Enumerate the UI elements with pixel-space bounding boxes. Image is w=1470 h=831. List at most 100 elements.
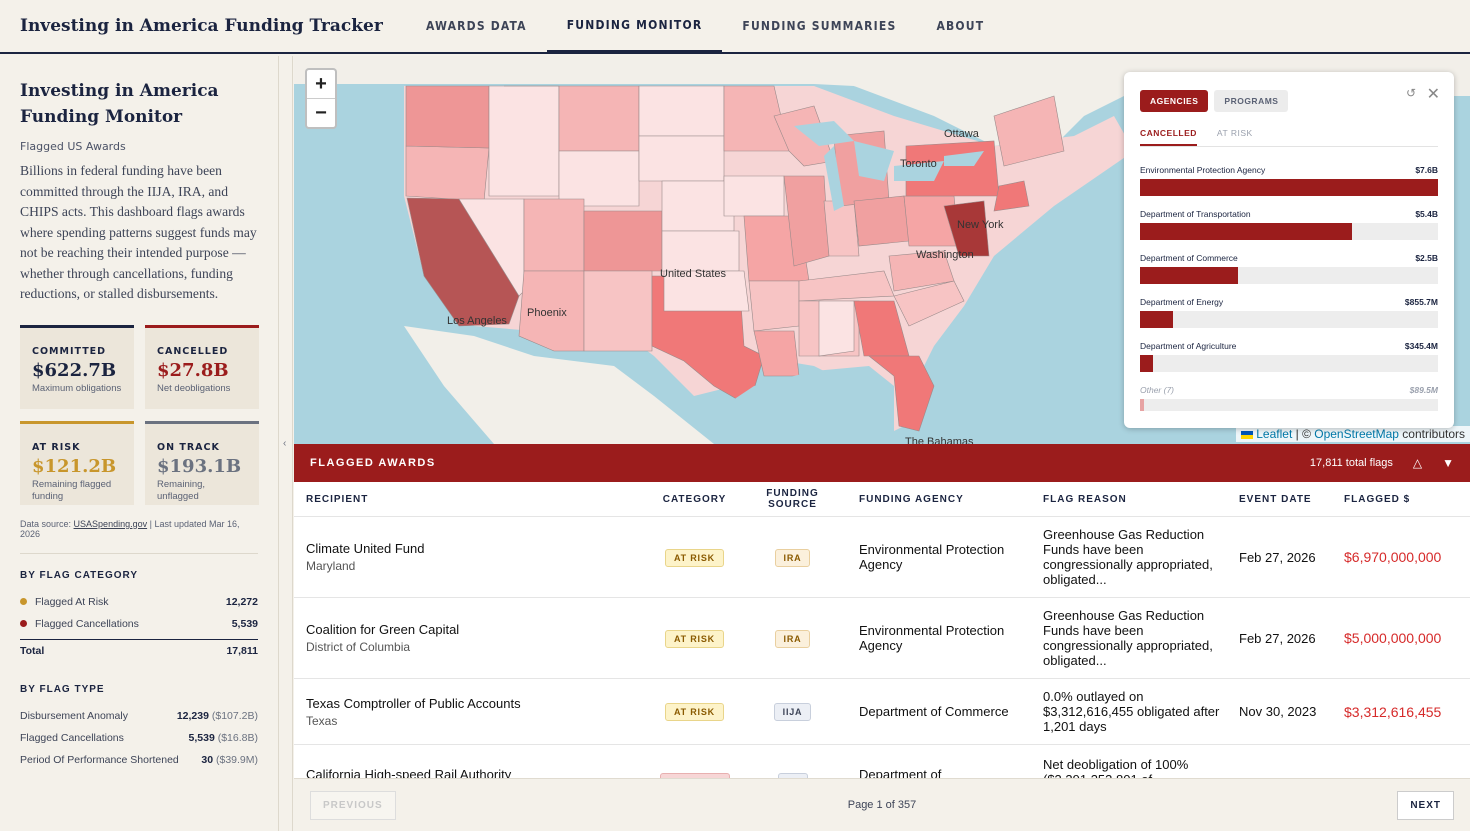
- state-shape: [638, 85, 725, 137]
- stat-label: AT RISK: [32, 441, 81, 453]
- great-lakes: [794, 121, 984, 211]
- flag-reason: 0.0% outlayed on $3,312,616,455 obligate…: [1043, 689, 1220, 734]
- recipient-state: Texas: [306, 713, 338, 728]
- source-link[interactable]: USASpending.gov: [73, 518, 148, 529]
- tab-agencies[interactable]: AGENCIES: [1140, 90, 1209, 112]
- agency-value: $5.4B: [1415, 209, 1438, 219]
- osm-link[interactable]: OpenStreetMap: [1314, 427, 1399, 441]
- col-flag-reason[interactable]: FLAG REASON: [1043, 493, 1127, 505]
- state-shape: [943, 200, 990, 257]
- sidebar-subtitle: Flagged US Awards: [20, 140, 126, 153]
- mexico-land: [404, 326, 714, 444]
- chevron-left-icon[interactable]: ‹: [283, 438, 287, 449]
- col-funding-source[interactable]: FUNDING SOURCE: [766, 488, 819, 510]
- subtab-cancelled[interactable]: CANCELLED: [1140, 122, 1197, 146]
- previous-button[interactable]: PREVIOUS: [310, 790, 396, 820]
- table-row[interactable]: Coalition for Green Capital District of C…: [294, 598, 1470, 679]
- sidebar: Investing in America Funding Monitor Fla…: [0, 56, 279, 831]
- funding-agency: Environmental Protection Agency: [859, 542, 1005, 572]
- stat-note: Maximum obligations: [32, 382, 122, 394]
- city-label: Los Angeles: [447, 315, 507, 327]
- nav-funding-summaries[interactable]: FUNDING SUMMARIES: [742, 19, 897, 33]
- bar-fill: [1140, 355, 1154, 372]
- collapse-down-icon[interactable]: ▼: [1442, 456, 1454, 470]
- main-nav: AWARDS DATA FUNDING MONITOR FUNDING SUMM…: [406, 0, 1004, 53]
- divider: [20, 552, 258, 554]
- col-recipient[interactable]: RECIPIENT: [306, 493, 369, 505]
- by-flag-category-heading: BY FLAG CATEGORY: [20, 569, 139, 581]
- col-funding-agency[interactable]: FUNDING AGENCY: [859, 493, 964, 505]
- bar-track: [1140, 179, 1438, 196]
- category-badge: AT RISK: [665, 548, 724, 567]
- stat-note: Remaining, unflagged: [157, 478, 206, 502]
- reset-icon[interactable]: ↺: [1405, 86, 1416, 100]
- agency-bar-row[interactable]: Department of Commerce $2.5B: [1140, 243, 1438, 287]
- next-button[interactable]: NEXT: [1397, 790, 1454, 820]
- bar-track: [1140, 267, 1438, 284]
- table-row[interactable]: Climate United Fund Maryland AT RISK IRA …: [294, 517, 1470, 598]
- agency-bar-row[interactable]: Environmental Protection Agency $7.6B: [1140, 155, 1438, 199]
- city-label: United States: [660, 268, 727, 280]
- category-total-row: Total 17,811: [20, 638, 258, 661]
- source-badge: [777, 773, 808, 778]
- state-shape: [823, 200, 860, 257]
- close-icon[interactable]: ✕: [1426, 86, 1440, 103]
- col-event-date[interactable]: EVENT DATE: [1239, 493, 1312, 505]
- state-shape: [405, 85, 490, 149]
- panel-tabs: AGENCIES PROGRAMS: [1140, 90, 1438, 112]
- state-shape: [518, 270, 585, 352]
- leaflet-link[interactable]: Leaflet: [1256, 427, 1293, 441]
- attribution-suffix: contributors: [1398, 427, 1465, 441]
- type-label: Flagged Cancellations: [20, 731, 124, 744]
- ukraine-flag-icon: [1240, 430, 1253, 439]
- type-amount: ($107.2B): [211, 709, 258, 722]
- flagged-amount: $6,970,000,000: [1344, 549, 1442, 565]
- subtab-at-risk[interactable]: AT RISK: [1216, 128, 1253, 138]
- table-row[interactable]: Texas Comptroller of Public Accounts Texa…: [294, 679, 1470, 745]
- state-shape: [993, 180, 1030, 212]
- stat-cancelled: CANCELLED $27.8B Net deobligations: [145, 324, 259, 409]
- state-shape: [818, 300, 855, 357]
- state-shape: [663, 270, 750, 312]
- tab-programs[interactable]: PROGRAMS: [1214, 90, 1289, 112]
- type-row: Flagged Cancellations 5,539 ($16.8B): [20, 727, 258, 749]
- recipient-name: California High-speed Rail Authority: [306, 767, 512, 778]
- table-row[interactable]: California High-speed Rail Authority Dep…: [294, 745, 1470, 778]
- bar-track: [1140, 399, 1438, 411]
- event-date: Feb 27, 2026: [1239, 549, 1316, 565]
- zoom-in-button[interactable]: +: [307, 70, 335, 99]
- flagged-amount: $3,312,616,455: [1344, 703, 1442, 720]
- panel-subtabs: CANCELLED AT RISK: [1140, 122, 1438, 147]
- agency-bar-row[interactable]: Department of Agriculture $345.4M: [1140, 331, 1438, 375]
- agency-bar-row-other[interactable]: Other (7) $89.5M: [1140, 375, 1438, 419]
- page-info: Page 1 of 357: [847, 799, 917, 811]
- stat-cards: COMMITTED $622.7B Maximum obligations CA…: [20, 324, 259, 505]
- city-label: Ottawa: [944, 128, 979, 140]
- col-flagged-amount[interactable]: FLAGGED $: [1344, 493, 1411, 505]
- agency-label: Department of Transportation: [1140, 209, 1251, 219]
- state-shape: [723, 175, 785, 217]
- bar-track: [1140, 223, 1438, 240]
- stat-note: Net deobligations: [157, 382, 231, 394]
- stat-note: Remaining flagged funding: [32, 478, 112, 502]
- nav-about[interactable]: ABOUT: [936, 19, 985, 33]
- sidebar-collapse-handle[interactable]: [279, 56, 293, 831]
- nav-funding-monitor[interactable]: FUNDING MONITOR: [546, 0, 723, 53]
- stat-value: $27.8B: [157, 359, 229, 381]
- agency-bar-row[interactable]: Department of Transportation $5.4B: [1140, 199, 1438, 243]
- agency-bar-row[interactable]: Department of Energy $855.7M: [1140, 287, 1438, 331]
- nav-awards-data[interactable]: AWARDS DATA: [426, 19, 527, 33]
- expand-up-icon[interactable]: △: [1412, 456, 1423, 470]
- source-prefix: Data source:: [20, 518, 72, 529]
- state-shape: [558, 150, 640, 207]
- event-date: Nov 30, 2023: [1239, 704, 1317, 719]
- site-title[interactable]: Investing in America Funding Tracker: [20, 16, 383, 36]
- type-amount: ($16.8B): [217, 731, 258, 744]
- zoom-out-button[interactable]: −: [315, 102, 327, 124]
- agency-breakdown-panel: AGENCIES PROGRAMS ↺ ✕ CANCELLED AT RISK …: [1124, 72, 1454, 428]
- funding-agency: Department of Commerce: [859, 704, 1009, 719]
- type-value: 12,239: [176, 709, 209, 722]
- col-category[interactable]: CATEGORY: [662, 493, 727, 505]
- agency-value: $89.5M: [1409, 385, 1438, 395]
- agency-bars: Environmental Protection Agency $7.6B Depa…: [1140, 155, 1438, 419]
